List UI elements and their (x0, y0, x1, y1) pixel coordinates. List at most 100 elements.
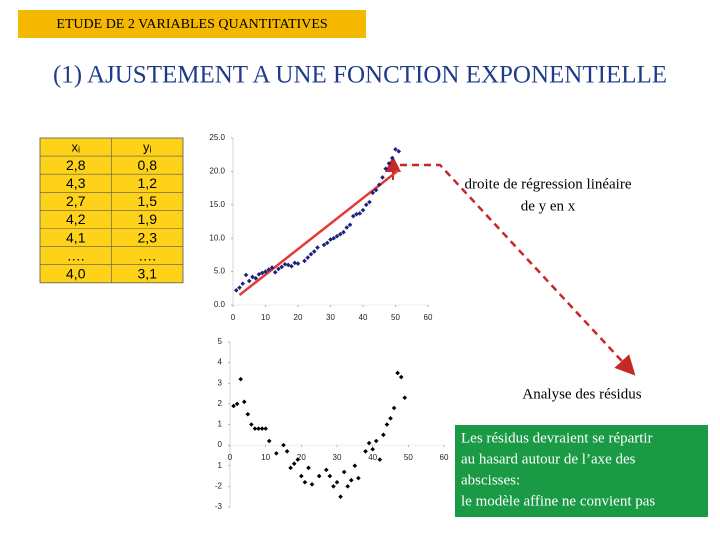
residuals-note: Analyse des résidus (522, 386, 641, 402)
point (350, 213, 356, 219)
table-cell: 4,2 (66, 211, 86, 227)
point (237, 285, 242, 290)
y-tick-label: 1 (218, 420, 223, 429)
point (363, 202, 369, 208)
point (256, 271, 262, 277)
point (309, 482, 315, 487)
point (386, 161, 392, 166)
table-cell: 4,0 (66, 265, 86, 281)
point (354, 211, 359, 217)
y-tick-label: 2 (218, 399, 223, 408)
point (259, 270, 265, 276)
point (321, 242, 327, 248)
header-box (18, 10, 366, 38)
x-tick-label: 30 (326, 313, 335, 322)
point (327, 473, 333, 479)
point (284, 449, 290, 454)
y-tick-label: 10.0 (209, 233, 225, 242)
point (311, 249, 317, 254)
point (398, 374, 404, 380)
point (272, 269, 278, 275)
x-tick-label: 50 (404, 453, 413, 462)
point (295, 261, 301, 266)
point (328, 237, 333, 242)
point (356, 475, 361, 481)
conclusion-line: le modèle affine ne convient pas (461, 493, 655, 509)
point (259, 426, 265, 431)
table-cell: 1,5 (138, 193, 158, 209)
conclusion-line: abscisses: (461, 472, 520, 488)
point (292, 260, 298, 266)
y-tick-label: 4 (218, 358, 223, 367)
point (381, 432, 386, 438)
y-tick-label: 1 (218, 461, 223, 470)
point (274, 451, 279, 456)
point (276, 266, 281, 272)
point (384, 422, 390, 427)
point (291, 461, 297, 466)
point (289, 263, 294, 269)
table-cell: 3,1 (138, 265, 158, 281)
table-cell: 2,7 (66, 193, 86, 209)
point (363, 449, 368, 454)
y-tick-label: 5.0 (214, 267, 226, 276)
connector (400, 163, 636, 376)
point (302, 479, 308, 485)
x-tick-label: 30 (333, 453, 342, 462)
point (249, 422, 254, 427)
point (288, 465, 293, 471)
table-cell: 2,8 (66, 157, 86, 173)
y-tick-label: 5 (218, 337, 223, 346)
point (373, 438, 379, 444)
point (331, 484, 336, 489)
point (357, 211, 363, 216)
x-tick-label: 50 (391, 313, 400, 322)
point (279, 264, 285, 270)
point (282, 261, 288, 267)
point (315, 245, 320, 250)
header-label: ETUDE DE 2 VARIABLES QUANTITATIVES (56, 17, 327, 32)
point (305, 255, 311, 260)
y-tick-label: 0.0 (214, 300, 226, 309)
y-tick-label: -3 (215, 502, 223, 511)
regression-line (238, 169, 400, 296)
y-tick-label: 3 (218, 378, 223, 387)
y-tick-label: -2 (215, 481, 223, 490)
x-tick-label: 10 (261, 453, 270, 462)
point (395, 370, 400, 376)
point (341, 229, 346, 235)
point (324, 240, 330, 246)
x-tick-label: 0 (228, 453, 233, 462)
table-cell: 1,2 (138, 175, 158, 191)
point (233, 288, 239, 293)
point (345, 484, 350, 489)
x-tick-label: 40 (368, 453, 377, 462)
point (370, 190, 376, 196)
regression-note: de y en x (521, 198, 576, 214)
point (344, 225, 350, 230)
x-tick-label: 40 (359, 313, 368, 322)
point (337, 231, 343, 237)
x-tick-label: 20 (297, 453, 306, 462)
point (380, 175, 385, 180)
point (383, 166, 389, 172)
point (266, 438, 272, 444)
table-cell: …. (67, 247, 85, 263)
regression-note: droite de régression linéaire (464, 176, 631, 192)
point (324, 467, 329, 473)
point (334, 479, 340, 485)
point (331, 235, 337, 241)
point (245, 411, 251, 417)
conclusion-box (455, 425, 708, 517)
x-tick-label: 60 (440, 453, 449, 462)
point (360, 207, 366, 213)
x-tick-label: 0 (231, 313, 236, 322)
point (295, 457, 301, 462)
point (366, 440, 372, 446)
table-cell: 2,3 (138, 229, 158, 245)
point (370, 446, 375, 452)
point (373, 187, 379, 193)
point (253, 275, 259, 281)
